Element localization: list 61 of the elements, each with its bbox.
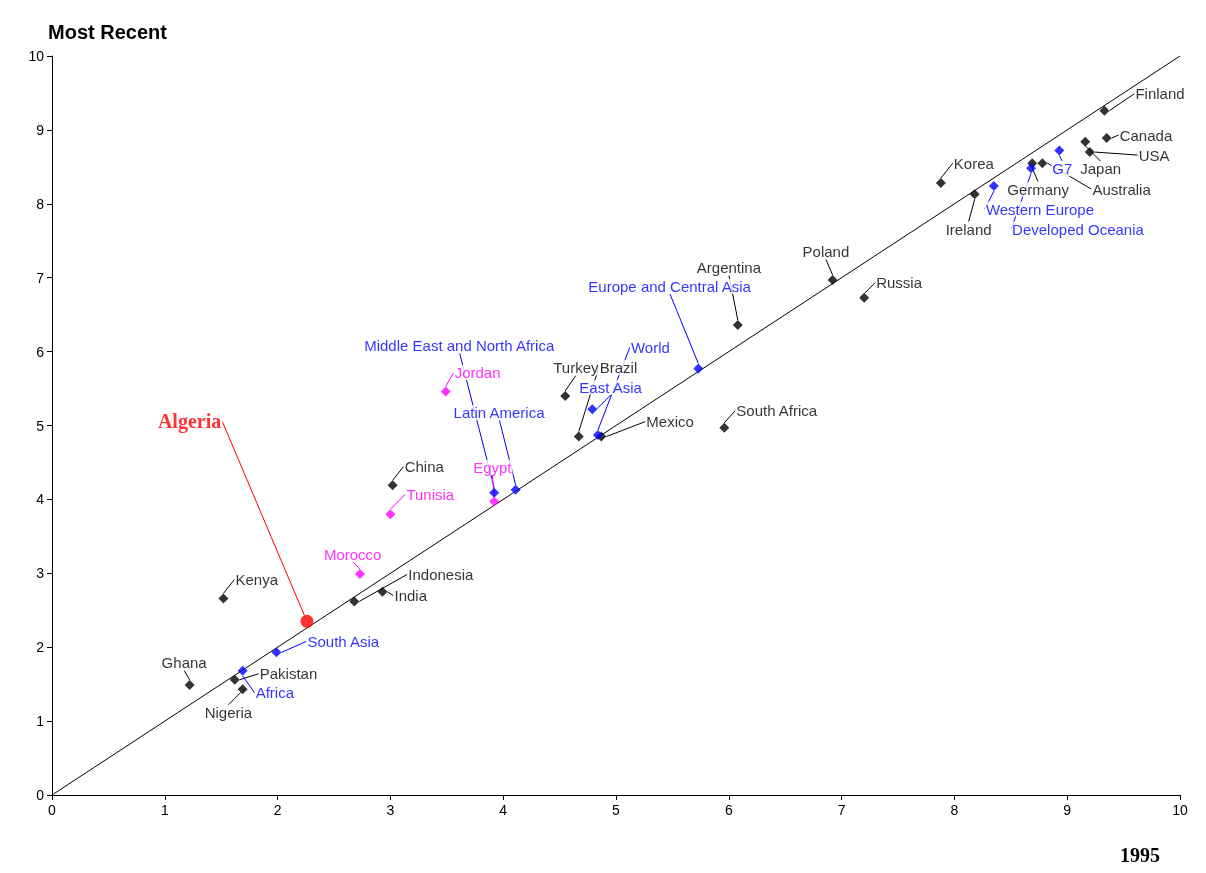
x-tick-label: 1 — [160, 802, 169, 818]
x-tick-label: 7 — [837, 802, 846, 818]
x-tick-label: 4 — [499, 802, 508, 818]
data-label: India — [394, 587, 428, 605]
x-axis-title: 1995 — [1120, 844, 1160, 866]
y-tick-label: 7 — [36, 269, 45, 286]
y-tick-label: 4 — [36, 491, 45, 508]
data-label: Canada — [1119, 126, 1173, 144]
data-label: Morocco — [323, 545, 382, 563]
x-tick-label: 2 — [273, 802, 282, 818]
data-label: Jordan — [454, 364, 501, 382]
data-label: USA — [1138, 146, 1170, 164]
y-tick-label: 5 — [36, 417, 45, 434]
data-label: Ireland — [945, 220, 992, 238]
data-label: Indonesia — [408, 565, 475, 583]
y-tick-label: 6 — [36, 343, 45, 360]
data-label: Pakistan — [259, 665, 318, 683]
data-label: Kenya — [235, 570, 279, 588]
data-label: Algeria — [157, 410, 222, 434]
data-label: Mexico — [646, 413, 694, 431]
y-tick-label: 1 — [36, 713, 45, 730]
data-label: Latin America — [453, 404, 546, 422]
data-label: Tunisia — [406, 485, 455, 503]
data-label: Russia — [876, 274, 923, 292]
data-label: Australia — [1092, 180, 1152, 198]
data-label: Africa — [255, 684, 295, 702]
data-label: Egypt — [473, 459, 513, 477]
data-label: Western Europe — [985, 200, 1095, 218]
data-label: Turkey — [553, 359, 600, 377]
data-label: East Asia — [579, 378, 643, 396]
data-label: Developed Oceania — [1012, 220, 1145, 238]
data-label: G7 — [1052, 160, 1073, 178]
data-label: Germany — [1007, 180, 1070, 198]
x-tick-label: 6 — [724, 802, 733, 818]
data-label: South Africa — [736, 402, 818, 420]
y-tick-label: 2 — [36, 639, 45, 656]
data-label: Ghana — [161, 654, 208, 672]
data-label: Poland — [802, 243, 850, 261]
data-label: Nigeria — [204, 703, 253, 721]
y-tick-label: 0 — [36, 787, 45, 803]
data-label: Europe and Central Asia — [588, 278, 752, 296]
data-label: Brazil — [599, 359, 638, 377]
y-tick-label: 9 — [36, 121, 45, 138]
x-tick-label: 10 — [1172, 802, 1188, 818]
data-label: World — [630, 338, 670, 356]
x-tick-label: 9 — [1063, 802, 1072, 818]
y-tick-label: 8 — [36, 195, 45, 212]
x-tick-label: 8 — [950, 802, 959, 818]
data-label: Korea — [953, 154, 995, 172]
x-tick-label: 5 — [612, 802, 621, 818]
data-label: Finland — [1135, 85, 1185, 103]
y-axis-title: Most Recent — [48, 21, 168, 43]
data-label: Argentina — [696, 259, 762, 277]
data-label: China — [404, 457, 445, 475]
x-tick-label: 3 — [386, 802, 395, 818]
y-tick-label: 10 — [28, 48, 45, 64]
x-tick-label: 0 — [48, 802, 57, 818]
data-label: Japan — [1080, 160, 1122, 178]
data-label: South Asia — [307, 632, 380, 650]
y-tick-label: 3 — [36, 565, 45, 582]
data-label: Middle East and North Africa — [364, 337, 555, 355]
